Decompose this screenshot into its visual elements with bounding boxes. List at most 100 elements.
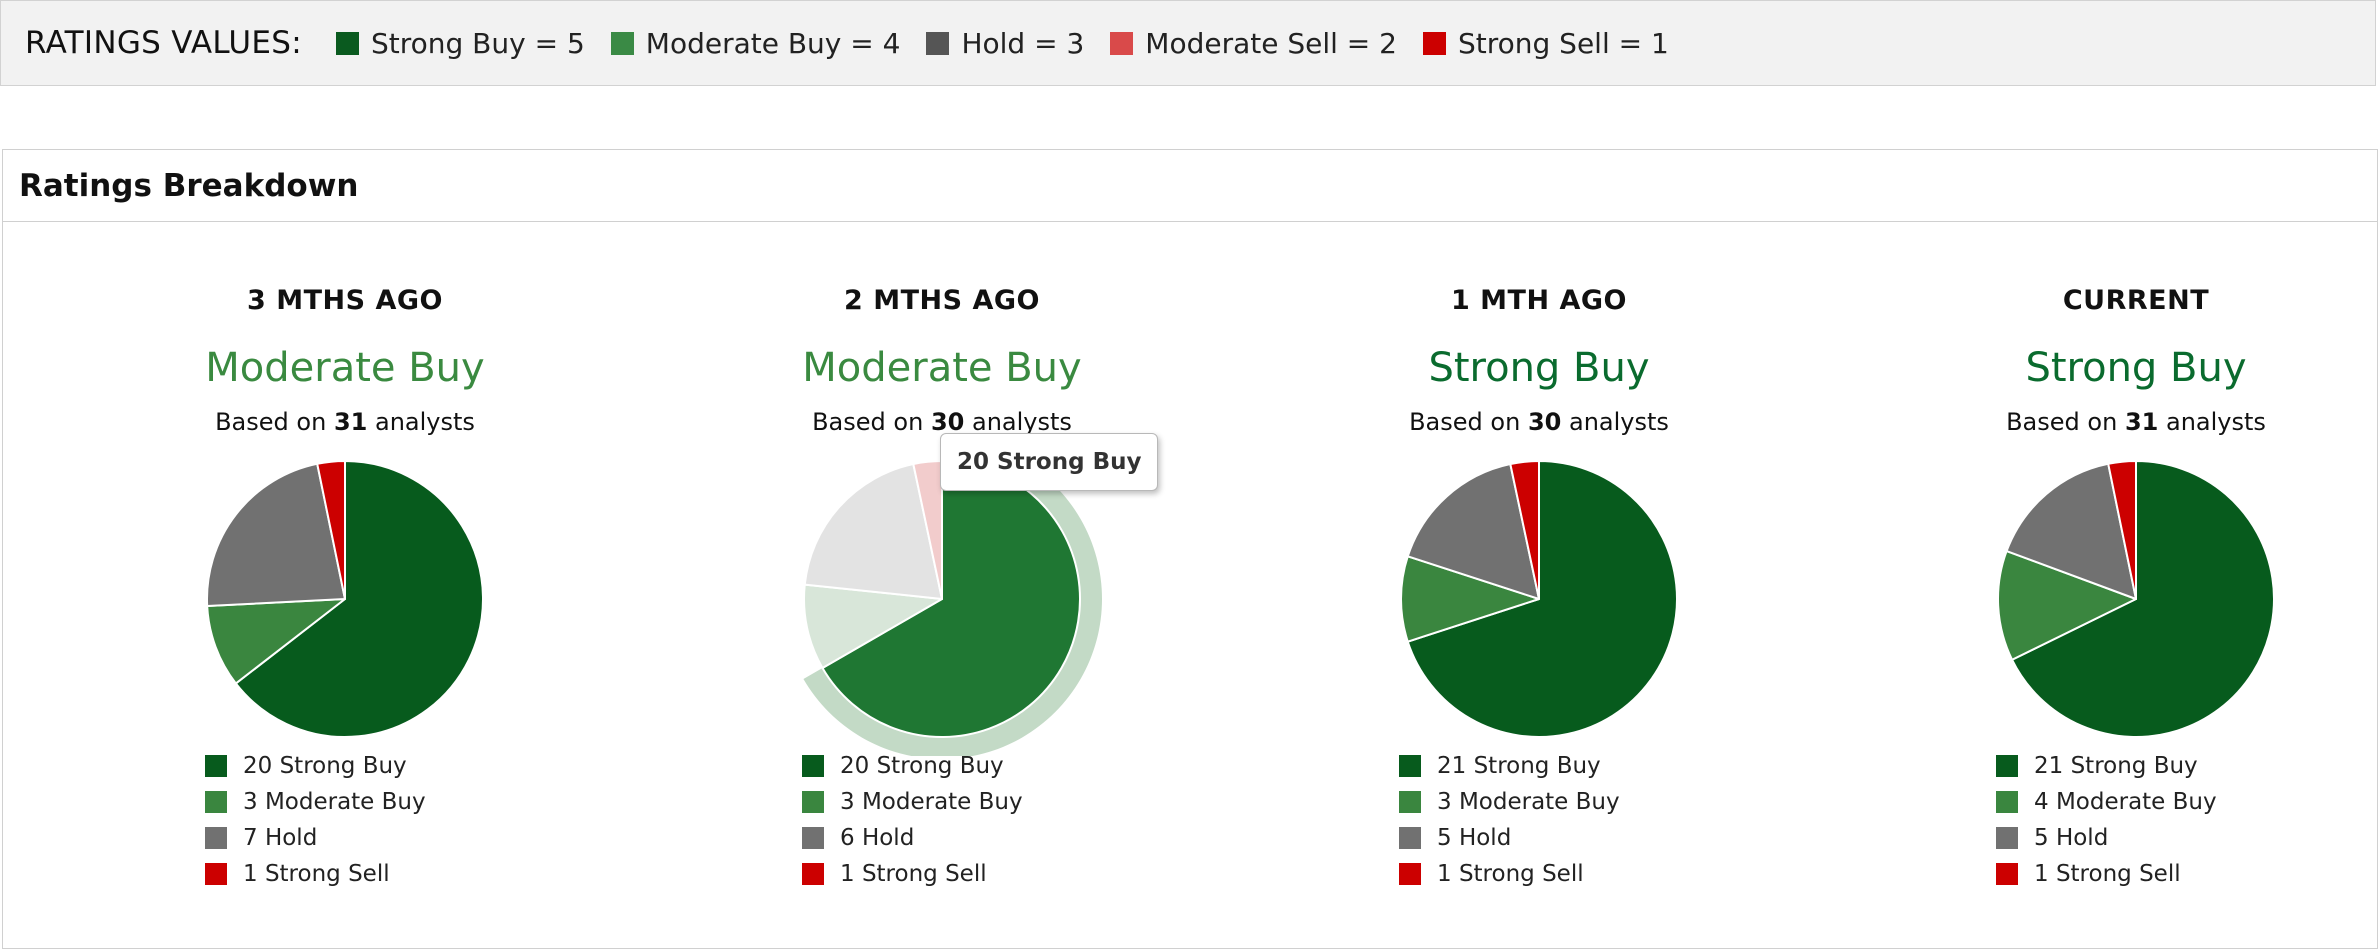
ratings-value-hold: Hold = 3 [926,27,1084,60]
pie-slice-strong-sell[interactable] [316,459,346,600]
hold-swatch [926,31,950,55]
analyst-count: 30 [930,408,965,436]
pie-legend-item-moderate-buy: 3 Moderate Buy [205,788,426,816]
pie-slice-strong-buy[interactable] [1406,460,1678,738]
analyst-count: 30 [1527,408,1562,436]
hold-swatch [205,827,227,849]
pie-legend-item-strong-sell: 1 Strong Sell [802,860,987,888]
based-on-suffix: analysts [1568,408,1669,436]
pie-legend-item-moderate-buy: 3 Moderate Buy [1399,788,1620,816]
pie-legend-item-hold: 5 Hold [1399,824,1511,852]
based-on-prefix: Based on [215,408,327,436]
column-2-mths-ago: 2 MTHS AGO Moderate Buy Based on 30 anal… [662,285,1222,887]
strong-buy-swatch [1996,755,2018,777]
consensus-rating: Strong Buy [1428,345,1650,391]
consensus-rating: Moderate Buy [205,345,485,391]
hold-swatch [1996,827,2018,849]
pie-slice-moderate-buy[interactable] [206,598,346,685]
pie-legend-item-strong-buy: 20 Strong Buy [802,752,1004,780]
ratings-value-moderate-buy: Moderate Buy = 4 [610,26,901,60]
strong-sell-value-label: Strong Sell = 1 [1457,26,1669,60]
moderate-sell-value-label: Moderate Sell = 2 [1145,26,1397,60]
legend-text: 20 Strong Buy [840,753,1004,779]
pie-legend-item-hold: 7 Hold [205,824,317,852]
legend-text: 1 Strong Sell [1437,861,1584,887]
analyst-count-line: Based on 31 analysts [1856,408,2378,436]
pie-slice-moderate-buy[interactable] [1997,550,2137,661]
strong-sell-swatch [1422,31,1446,55]
pie-legend-item-strong-buy: 21 Strong Buy [1399,752,1601,780]
slice-tooltip: 20 Strong Buy [940,433,1159,491]
column-title: CURRENT [2062,285,2210,316]
column-title: 1 MTH AGO [1451,285,1627,316]
pie-legend-item-moderate-buy: 4 Moderate Buy [1996,788,2217,816]
hold-swatch [802,827,824,849]
legend-text: 1 Strong Sell [840,861,987,887]
legend-text: 7 Hold [243,825,318,851]
strong-buy-value-label: Strong Buy = 5 [370,26,585,60]
pie-chart-wrap [1259,436,1819,756]
pie-chart[interactable] [65,436,625,756]
analyst-count-line: Based on 30 analysts [662,408,1222,436]
strong-sell-swatch [1399,863,1421,885]
based-on-prefix: Based on [812,408,924,436]
legend-text: 3 Moderate Buy [243,789,426,815]
hold-value-label: Hold = 3 [961,26,1085,60]
pie-slice-hold[interactable] [2005,462,2137,600]
hold-swatch [1399,827,1421,849]
based-on-prefix: Based on [1409,408,1521,436]
legend-text: 1 Strong Sell [243,861,390,887]
ratings-value-strong-buy: Strong Buy = 5 [335,26,585,60]
consensus-rating: Strong Buy [2025,345,2247,391]
pie-slice-strong-buy[interactable] [2011,460,2275,738]
legend-text: 4 Moderate Buy [2034,789,2217,815]
pie-chart-wrap: 20 Strong Buy [662,433,1222,756]
ratings-values-bar: RATINGS VALUES: Strong Buy = 5 Moderate … [0,0,2376,86]
pie-legend-item-moderate-buy: 3 Moderate Buy [802,788,1023,816]
pie-slice-strong-sell[interactable] [1509,460,1540,600]
ratings-values-title: RATINGS VALUES: [25,25,302,61]
pie-slice-hold[interactable] [1406,463,1540,600]
column-title: 3 MTHS AGO [247,285,443,316]
moderate-sell-swatch [1110,31,1134,55]
strong-sell-swatch [802,863,824,885]
strong-buy-swatch [1399,755,1421,777]
legend-text: 5 Hold [2034,825,2109,851]
based-on-suffix: analysts [971,408,1072,436]
pie-slice-strong-sell[interactable] [2107,459,2137,600]
pie-legend-item-hold: 6 Hold [802,824,914,852]
moderate-buy-swatch [1399,791,1421,813]
pie-chart-wrap [65,436,625,756]
analyst-count-line: Based on 31 analysts [65,408,625,436]
column-3-mths-ago: 3 MTHS AGO Moderate Buy Based on 31 anal… [65,285,625,887]
legend-text: 6 Hold [840,825,915,851]
strong-buy-swatch [205,755,227,777]
ratings-value-strong-sell: Strong Sell = 1 [1422,26,1669,60]
pie-slice-hold[interactable] [206,462,346,607]
strong-sell-swatch [205,863,227,885]
pie-chart-wrap [1856,436,2378,756]
pie-legend-item-strong-buy: 21 Strong Buy [1996,752,2198,780]
ratings-value-moderate-sell: Moderate Sell = 2 [1110,27,1397,60]
moderate-buy-swatch [610,31,634,55]
legend-text: 20 Strong Buy [243,753,407,779]
strong-buy-swatch [335,31,359,55]
pie-slice-strong-buy[interactable] [234,460,484,738]
pie-chart[interactable] [1259,436,1819,756]
pie-legend-item-strong-sell: 1 Strong Sell [1996,860,2181,888]
pie-legend-item-strong-buy: 20 Strong Buy [205,752,407,780]
pie-chart[interactable] [1856,436,2378,756]
legend-text: 3 Moderate Buy [1437,789,1620,815]
moderate-buy-value-label: Moderate Buy = 4 [645,26,901,60]
strong-sell-swatch [1996,863,2018,885]
pie-legend-item-strong-sell: 1 Strong Sell [1399,860,1584,888]
pie-slice-moderate-buy[interactable] [803,583,943,669]
ratings-breakdown-panel: Ratings Breakdown 3 MTHS AGO Moderate Bu… [2,149,2378,949]
based-on-suffix: analysts [2165,408,2266,436]
analyst-count: 31 [2124,408,2159,436]
pie-slice-hold[interactable] [803,463,943,600]
pie-slice-moderate-buy[interactable] [1400,555,1540,643]
moderate-buy-swatch [1996,791,2018,813]
pie-chart[interactable] [662,436,1222,756]
moderate-buy-swatch [205,791,227,813]
